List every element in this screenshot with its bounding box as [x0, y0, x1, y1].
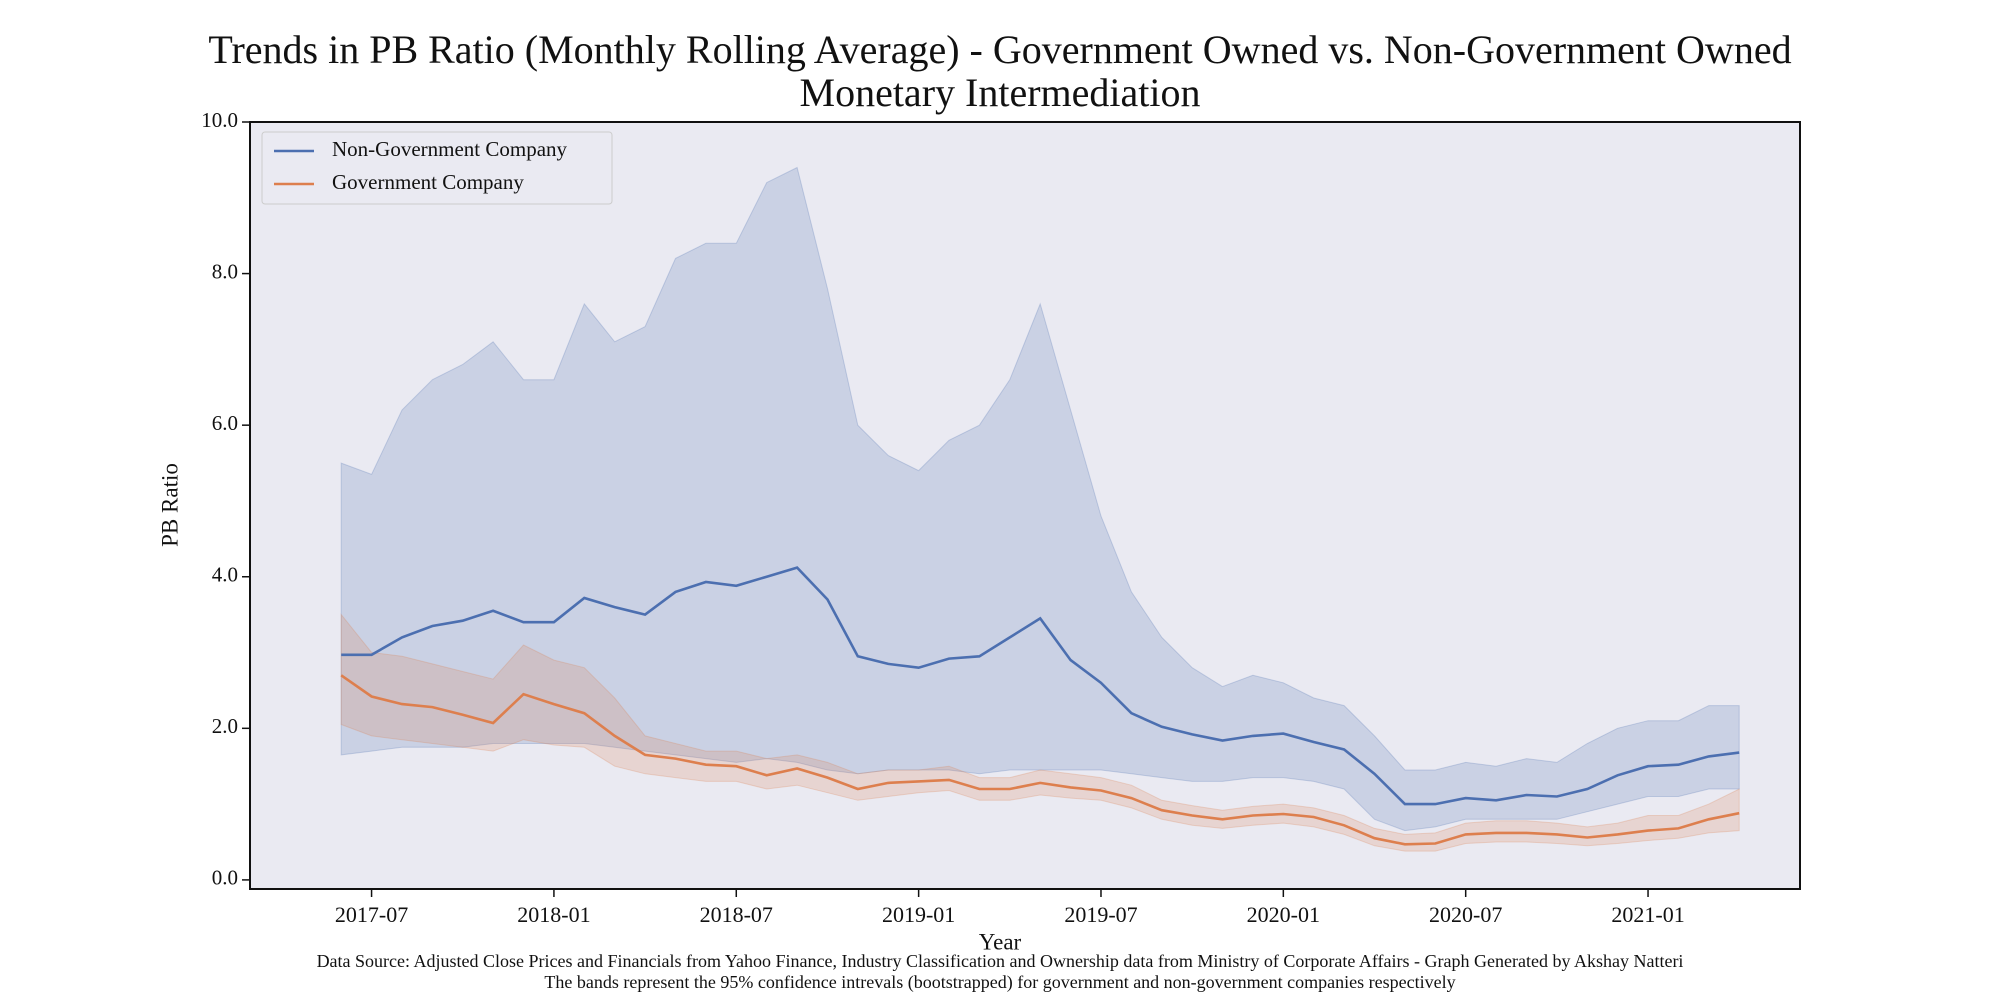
legend-label: Non-Government Company [332, 137, 568, 161]
series-line [340, 674, 1740, 846]
confidence-band [340, 166, 1740, 832]
chart-title: Trends in PB Ratio (Monthly Rolling Aver… [208, 27, 1792, 115]
y-tick-label: 10.0 [201, 108, 238, 132]
confidence-band [340, 613, 1740, 852]
y-tick-label: 8.0 [212, 259, 238, 283]
y-tick-label: 4.0 [212, 563, 238, 587]
plot-frame [249, 121, 1801, 890]
x-axis-label: Year [979, 929, 1022, 954]
x-tick-label: 2020-01 [1247, 902, 1320, 927]
y-axis-label: PB Ratio [157, 463, 182, 547]
y-tick-label: 2.0 [212, 714, 238, 738]
x-tick-label: 2017-07 [335, 902, 408, 927]
x-tick-label: 2019-01 [882, 902, 955, 927]
source-note: Data Source: Adjusted Close Prices and F… [317, 951, 1684, 971]
legend-box [261, 131, 613, 205]
y-tick-label: 6.0 [212, 411, 238, 435]
plot-area [250, 122, 1800, 889]
x-tick-label: 2019-07 [1064, 902, 1137, 927]
band-note: The bands represent the 95% confidence i… [544, 972, 1455, 993]
y-tick-label: 0.0 [212, 866, 238, 890]
x-tick-label: 2021-01 [1611, 902, 1684, 927]
series-line [341, 566, 1740, 806]
legend-label: Government Company [332, 170, 524, 194]
x-tick-label: 2020-07 [1429, 902, 1502, 927]
x-tick-label: 2018-01 [517, 902, 590, 927]
x-tick-label: 2018-07 [700, 902, 773, 927]
